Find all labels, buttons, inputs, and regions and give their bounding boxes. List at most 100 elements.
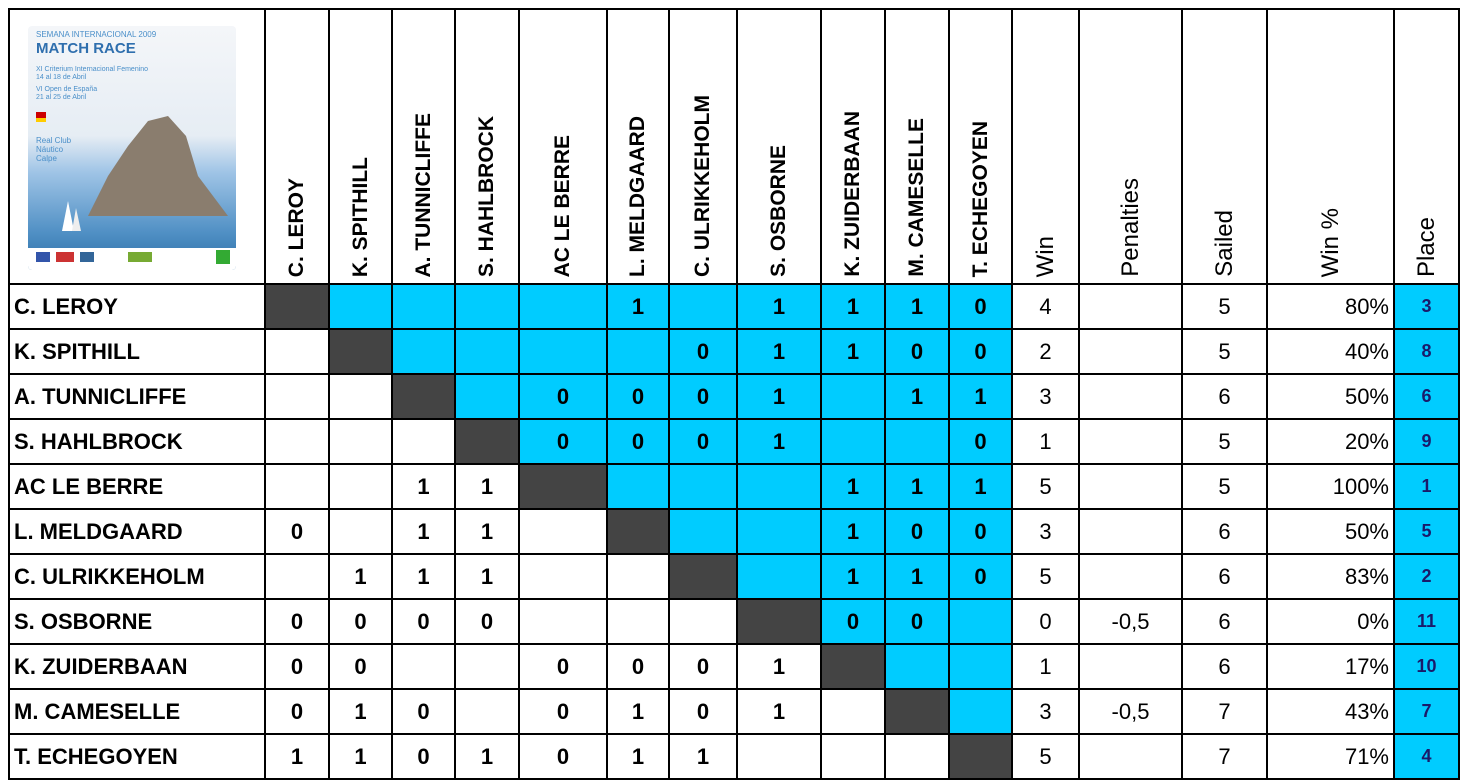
- result-cell: 1: [886, 375, 950, 420]
- diagonal-cell: [456, 420, 520, 465]
- skipper-name-text: L. MELDGAARD: [14, 518, 183, 544]
- diagonal-cell: [738, 600, 822, 645]
- result-cell: [393, 285, 456, 330]
- win-cell-text: 3: [1039, 698, 1052, 724]
- win-pct-cell-text: 17%: [1344, 653, 1389, 679]
- place-cell: 2: [1395, 555, 1460, 600]
- result-cell-text: 0: [631, 653, 645, 679]
- result-cell: [822, 375, 886, 420]
- column-header: Penalties: [1080, 8, 1183, 285]
- win-pct-cell-text: 80%: [1344, 293, 1389, 319]
- result-cell-text: 0: [696, 338, 710, 364]
- poster-edition: SEMANA INTERNACIONAL 2009: [36, 30, 157, 39]
- result-cell: [738, 555, 822, 600]
- sailed-cell-text: 6: [1218, 518, 1231, 544]
- result-cell-text: 1: [354, 698, 367, 724]
- result-cell-text: 0: [910, 608, 924, 634]
- sailed-cell: 5: [1183, 465, 1268, 510]
- result-cell: [822, 420, 886, 465]
- result-cell-text: 0: [290, 518, 304, 544]
- skipper-header: C. LEROY: [266, 8, 330, 285]
- result-cell: [886, 645, 950, 690]
- sailed-cell: 7: [1183, 735, 1268, 780]
- result-cell: 0: [520, 375, 608, 420]
- sailed-cell-text: 5: [1218, 473, 1231, 499]
- win-pct-cell: 83%: [1268, 555, 1395, 600]
- skipper-name: S. HAHLBROCK: [8, 420, 266, 465]
- win-pct-cell-text: 100%: [1332, 473, 1389, 499]
- poster-club: Real Club Náutico Calpe: [36, 136, 72, 163]
- place-cell-text: 2: [1421, 566, 1432, 586]
- result-cell: 0: [886, 600, 950, 645]
- result-cell-text: 1: [480, 473, 494, 499]
- result-cell: 1: [822, 510, 886, 555]
- diagonal-cell: [670, 555, 738, 600]
- result-cell: 0: [266, 510, 330, 555]
- result-cell-text: 1: [696, 743, 710, 769]
- win-pct-cell: 80%: [1268, 285, 1395, 330]
- result-cell-text: 1: [417, 473, 430, 499]
- result-cell-text: 0: [354, 608, 367, 634]
- skipper-name-text: K. SPITHILL: [14, 338, 140, 364]
- result-cell: 1: [456, 510, 520, 555]
- skipper-header: S. HAHLBROCK: [456, 8, 520, 285]
- win-cell-text: 0: [1039, 608, 1052, 634]
- result-cell: [266, 420, 330, 465]
- skipper-header-text: M. CAMESELLE: [905, 118, 928, 277]
- penalties-cell: [1080, 285, 1183, 330]
- column-header: Sailed: [1183, 8, 1268, 285]
- win-pct-cell: 17%: [1268, 645, 1395, 690]
- skipper-header-text: C. LEROY: [285, 177, 308, 277]
- poster-title: MATCH RACE: [36, 40, 136, 57]
- result-cell-text: 1: [772, 338, 786, 364]
- result-cell-text: 0: [974, 338, 987, 364]
- result-cell-text: 1: [772, 383, 786, 409]
- place-cell-text: 9: [1421, 431, 1432, 451]
- win-cell-text: 3: [1039, 518, 1052, 544]
- result-cell: 0: [608, 375, 670, 420]
- result-cell: 0: [266, 645, 330, 690]
- win-cell-text: 4: [1039, 293, 1052, 319]
- skipper-header: L. MELDGAARD: [608, 8, 670, 285]
- sailed-cell: 5: [1183, 285, 1268, 330]
- result-cell-text: 0: [910, 518, 924, 544]
- result-cell-text: 0: [910, 338, 924, 364]
- win-pct-cell: 71%: [1268, 735, 1395, 780]
- result-cell: [456, 285, 520, 330]
- sailed-cell-text: 6: [1218, 383, 1231, 409]
- result-cell: [266, 330, 330, 375]
- skipper-header: C. ULRIKKEHOLM: [670, 8, 738, 285]
- result-cell: [738, 465, 822, 510]
- result-cell: [608, 600, 670, 645]
- win-pct-cell: 50%: [1268, 510, 1395, 555]
- win-cell: 4: [1013, 285, 1080, 330]
- result-cell: 0: [822, 600, 886, 645]
- result-cell-text: 0: [556, 428, 570, 454]
- result-cell: 0: [950, 420, 1013, 465]
- win-cell-text: 5: [1039, 563, 1052, 589]
- win-cell: 3: [1013, 510, 1080, 555]
- result-cell-text: 1: [910, 293, 924, 319]
- win-pct-cell: 43%: [1268, 690, 1395, 735]
- sailed-cell-text: 6: [1218, 563, 1231, 589]
- result-cell: 1: [950, 465, 1013, 510]
- result-cell: [330, 465, 393, 510]
- result-cell-text: 1: [846, 293, 860, 319]
- win-cell: 5: [1013, 465, 1080, 510]
- result-cell: [670, 285, 738, 330]
- win-cell: 5: [1013, 735, 1080, 780]
- result-cell-text: 1: [846, 338, 860, 364]
- result-cell-text: 1: [631, 698, 645, 724]
- result-cell: 0: [886, 510, 950, 555]
- place-cell-text: 3: [1421, 296, 1432, 316]
- result-cell: 0: [393, 735, 456, 780]
- result-cell-text: 0: [631, 428, 645, 454]
- diagonal-cell: [608, 510, 670, 555]
- result-cell: 1: [950, 375, 1013, 420]
- place-cell-text: 11: [1416, 611, 1437, 631]
- win-pct-cell-text: 40%: [1344, 338, 1389, 364]
- result-cell-text: 1: [354, 743, 367, 769]
- result-cell-text: 1: [910, 383, 924, 409]
- event-poster: SEMANA INTERNACIONAL 2009 MATCH RACE XI …: [28, 26, 236, 270]
- result-cell-text: 0: [974, 293, 987, 319]
